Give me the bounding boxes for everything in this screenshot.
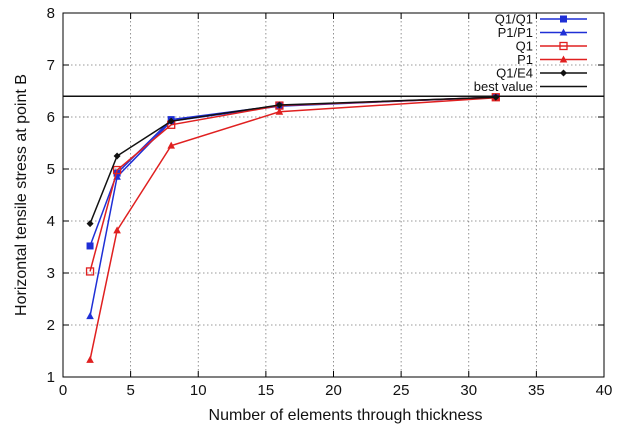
- data-point-p1: [275, 107, 284, 115]
- y-tick-label: 4: [47, 213, 55, 230]
- legend-label-p1: P1: [517, 52, 533, 67]
- x-tick-label: 40: [596, 382, 613, 399]
- series-p1-p1: [86, 93, 500, 320]
- x-tick-label: 5: [126, 382, 134, 399]
- x-tick-label: 25: [393, 382, 410, 399]
- legend-label-q1-e4: Q1/E4: [496, 66, 533, 81]
- y-tick-label: 6: [47, 109, 55, 126]
- y-axis-label: Horizontal tensile stress at point B: [13, 74, 30, 316]
- series-line-p1-p1: [89, 96, 496, 317]
- legend-marker-q1-e4: [560, 69, 567, 77]
- series-q1-e4: [86, 93, 500, 228]
- data-point-p1: [86, 355, 94, 363]
- data-point-q1-e4: [275, 101, 283, 109]
- legend-label-best-value: best value: [474, 79, 533, 94]
- x-tick-label: 20: [325, 382, 342, 399]
- legend-label-q1-q1: Q1/Q1: [495, 12, 533, 27]
- data-point-q1: [85, 267, 95, 276]
- data-point-q1-e4: [86, 220, 94, 228]
- legend-marker-q1: [559, 41, 568, 51]
- axes: [62, 12, 605, 378]
- tick-labels: 0 5 10 15 20 25 30 35 40 1 2 3 4 5 6 7 8: [47, 5, 613, 399]
- y-tick-label: 5: [47, 161, 55, 178]
- series-line-q1-q1: [89, 96, 496, 247]
- data-point-p1: [113, 226, 121, 234]
- grid: [63, 13, 604, 377]
- data-point-p1-p1: [86, 312, 94, 320]
- x-tick-label: 10: [190, 382, 207, 399]
- series-p1: [86, 93, 500, 363]
- y-tick-label: 3: [47, 265, 55, 282]
- legend-marker-q1-q1: [560, 15, 567, 23]
- legend-label-q1: Q1: [516, 39, 533, 54]
- series-line-q1-e4: [89, 96, 496, 224]
- data-point-p1: [167, 141, 175, 149]
- x-axis-label: Number of elements through thickness: [209, 407, 483, 424]
- data-point-q1-e4: [167, 117, 175, 125]
- y-tick-label: 2: [47, 317, 55, 334]
- x-tick-label: 15: [258, 382, 275, 399]
- series-layer: [63, 93, 604, 363]
- series-line-p1: [89, 97, 496, 360]
- legend-marker-p1-p1: [559, 28, 568, 36]
- x-tick-label: 0: [59, 382, 67, 399]
- series-q1-q1: [86, 93, 500, 250]
- y-tick-label: 7: [47, 57, 55, 74]
- data-point-q1-e4: [113, 152, 121, 160]
- y-tick-label: 8: [47, 5, 55, 22]
- x-tick-label: 35: [528, 382, 545, 399]
- data-point-q1-q1: [86, 242, 94, 250]
- x-tick-label: 30: [460, 382, 477, 399]
- data-point-q1: [112, 165, 122, 175]
- y-tick-label: 1: [47, 369, 55, 386]
- legend-marker-p1: [559, 55, 568, 63]
- legend-label-p1-p1: P1/P1: [498, 25, 533, 40]
- series-line-q1: [89, 96, 496, 272]
- series-q1: [85, 93, 500, 276]
